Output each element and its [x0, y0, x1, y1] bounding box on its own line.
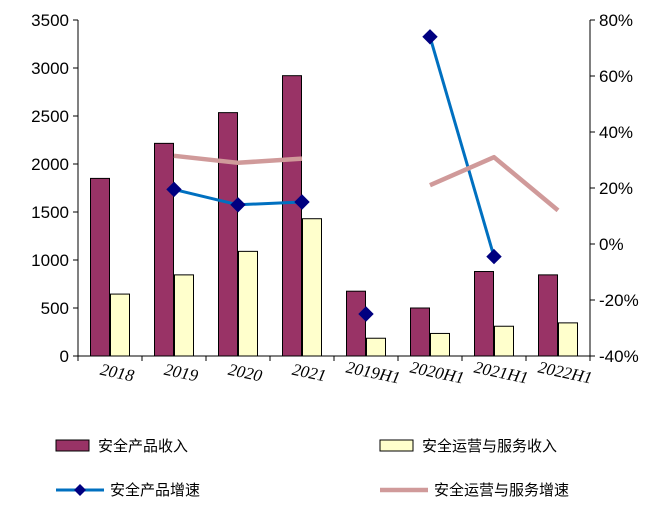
marker-product-growth-2021 [294, 194, 310, 210]
legend-marker [74, 484, 86, 496]
bar-product-2021 [282, 75, 302, 357]
legend-label: 安全产品增速 [110, 481, 200, 499]
bar-product-2019 [154, 142, 174, 357]
left-tick-label: 0 [60, 347, 69, 366]
x-tick-label: 2019 [163, 360, 201, 386]
right-tick-label: 0% [599, 235, 624, 254]
left-tick-label: 3000 [31, 59, 69, 78]
legend-label: 安全运营与服务收入 [422, 437, 557, 455]
right-tick-label: -40% [599, 347, 639, 366]
left-tick-label: 500 [41, 299, 69, 318]
marker-product-growth-2020 [230, 197, 246, 213]
bar-product-2021H1 [474, 271, 494, 357]
bar-service-2020H1 [430, 332, 450, 357]
legend-item: 安全产品增速 [56, 481, 200, 499]
x-tick-label: 2021H1 [472, 358, 530, 388]
bar-service-2020 [238, 250, 258, 357]
legend-item: 安全运营与服务增速 [380, 481, 569, 499]
line-product-growth-segment-1 [428, 36, 496, 258]
bar-product-2022H1 [538, 274, 558, 357]
x-tick-label: 2022H1 [536, 358, 594, 388]
legend-item: 安全运营与服务收入 [379, 437, 557, 455]
line-service-growth-segment-0 [173, 153, 303, 166]
legend-label: 安全产品收入 [98, 437, 188, 455]
marker-product-growth-2020H1 [422, 29, 438, 45]
x-tick-label: 2020H1 [408, 358, 466, 388]
bar-service-2019 [174, 274, 194, 357]
bar-product-2018 [90, 177, 110, 357]
line-service-growth-segment-1 [429, 154, 560, 213]
left-tick-label: 3500 [31, 11, 69, 30]
x-tick-label: 2020 [227, 360, 265, 386]
legend-item: 安全产品收入 [55, 437, 188, 455]
bar-service-2022H1 [558, 322, 578, 357]
legend-swatch [379, 439, 414, 452]
bar-product-2019H1 [346, 290, 366, 357]
x-tick-label: 2018 [99, 360, 137, 386]
x-tick-label: 2019H1 [344, 358, 402, 388]
left-tick-label: 1500 [31, 203, 69, 222]
left-tick-label: 2000 [31, 155, 69, 174]
left-tick-label: 2500 [31, 107, 69, 126]
bar-service-2018 [110, 293, 130, 357]
marker-product-growth-2019H1 [358, 306, 374, 322]
right-tick-label: 80% [599, 11, 633, 30]
bar-product-2020 [218, 112, 238, 357]
x-tick-label: 2021 [291, 360, 328, 386]
right-tick-label: -20% [599, 291, 639, 310]
bar-service-2021 [302, 218, 322, 357]
right-tick-label: 20% [599, 179, 633, 198]
right-tick-label: 60% [599, 67, 633, 86]
marker-product-growth-2021H1 [486, 248, 502, 265]
bar-service-2021H1 [494, 325, 514, 357]
legend-swatch [55, 439, 90, 452]
bar-product-2020H1 [410, 307, 430, 357]
legend-label: 安全运营与服务增速 [434, 481, 569, 499]
bar-service-2019H1 [366, 337, 386, 357]
lines-layer [166, 29, 560, 322]
left-tick-label: 1000 [31, 251, 69, 270]
marker-product-growth-2019 [166, 181, 182, 198]
axes-layer [73, 19, 595, 361]
right-tick-label: 40% [599, 123, 633, 142]
bars-layer [90, 75, 578, 357]
